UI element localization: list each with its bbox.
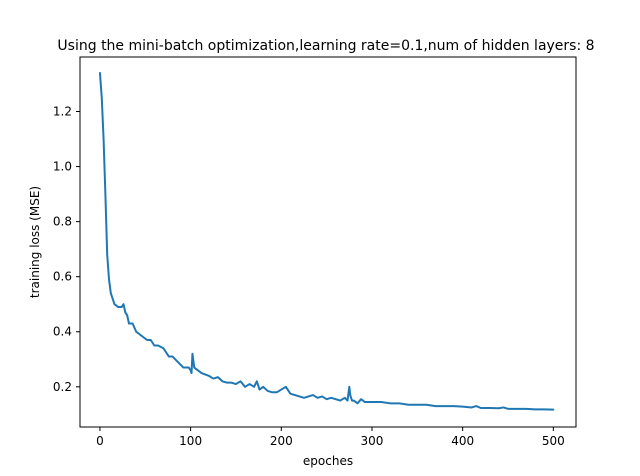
x-tick-label: 0 (96, 434, 104, 448)
x-tick-label: 100 (179, 434, 202, 448)
x-axis-ticks: 0 100 200 300 400 500 (96, 427, 565, 448)
y-axis-ticks: 0.2 0.4 0.6 0.8 1.0 1.2 (53, 105, 80, 394)
y-tick-label: 1.0 (53, 160, 72, 174)
y-tick-label: 0.8 (53, 215, 72, 229)
y-tick-label: 0.6 (53, 270, 72, 284)
chart-title: Using the mini-batch optimization,learni… (57, 38, 594, 54)
x-axis-label: epoches (303, 454, 353, 468)
x-tick-label: 300 (361, 434, 384, 448)
training-loss-line (98, 71, 555, 411)
plot-area (98, 71, 555, 411)
y-tick-label: 0.4 (53, 325, 72, 339)
y-tick-label: 1.2 (53, 105, 72, 119)
x-tick-label: 500 (542, 434, 565, 448)
axes-frame (79, 56, 577, 428)
y-tick-label: 0.2 (53, 380, 72, 394)
y-axis-label: training loss (MSE) (28, 186, 42, 298)
x-tick-label: 200 (270, 434, 293, 448)
x-tick-label: 400 (451, 434, 474, 448)
